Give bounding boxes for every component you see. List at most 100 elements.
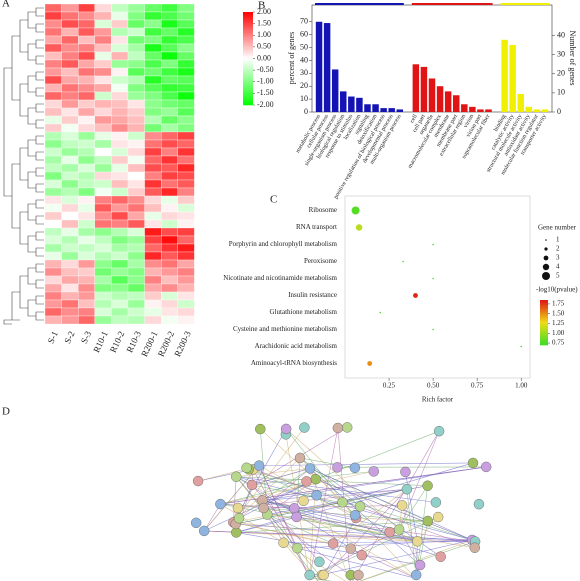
heatmap-cell	[144, 259, 162, 269]
bar	[323, 23, 331, 112]
heatmap-cell	[44, 219, 62, 229]
color-scale-label: 1.75	[552, 300, 565, 308]
heatmap-cell	[78, 315, 95, 325]
y-axis-title: percent of genes	[287, 32, 296, 84]
heatmap-cell	[78, 291, 95, 301]
heatmap-cell	[61, 11, 79, 21]
heatmap-cell	[144, 3, 162, 13]
heatmap-cell	[111, 179, 129, 189]
heatmap-cell	[161, 107, 178, 117]
heatmap-cell	[111, 211, 129, 221]
heatmap-cell	[144, 27, 162, 37]
y-tick-label: Nicotinate and nicotinamide metabolism	[223, 274, 337, 282]
color-scale-step	[243, 51, 253, 55]
network-node	[467, 457, 479, 469]
heatmap-cell	[94, 315, 112, 325]
heatmap-cell	[127, 203, 145, 213]
heatmap-cell	[94, 75, 112, 85]
heatmap-cell	[127, 51, 145, 61]
heatmap-cell	[177, 315, 195, 325]
network-node	[469, 542, 480, 553]
heatmap-cell	[78, 307, 95, 317]
heatmap-cell	[177, 179, 195, 189]
heatmap-cell	[161, 195, 178, 205]
heatmap-cell	[127, 115, 145, 125]
bar	[509, 44, 516, 113]
heatmap-cell	[94, 139, 112, 149]
heatmap-cell	[177, 299, 195, 309]
heatmap-cell	[161, 75, 178, 85]
heatmap-cell	[177, 155, 195, 165]
legend-dot	[545, 239, 547, 241]
dendrogram-branch	[35, 103, 44, 113]
y-tick-label: Ribosome	[309, 206, 337, 214]
color-scale-step	[243, 88, 253, 92]
legend-dot	[544, 247, 548, 251]
network-edge	[267, 514, 359, 581]
bar	[348, 96, 355, 112]
column-label: S-1	[46, 329, 60, 345]
heatmap-cell	[127, 267, 145, 277]
network-node	[304, 569, 315, 581]
heatmap-cell	[144, 19, 162, 29]
network-node	[231, 471, 242, 482]
heatmap-cell	[111, 139, 129, 149]
heatmap-cell	[144, 123, 162, 133]
heatmap-cell	[161, 59, 178, 69]
heatmap-cell	[177, 211, 195, 221]
heatmap-cell	[161, 275, 178, 285]
network-node	[289, 503, 300, 514]
heatmap-cell	[161, 163, 178, 173]
bar	[485, 109, 492, 112]
color-scale-label: 0.00	[257, 53, 271, 62]
color-scale-step	[243, 49, 253, 52]
heatmap-cell	[144, 243, 162, 253]
heatmap-cell	[161, 227, 178, 237]
heatmap-cell	[177, 219, 195, 229]
network-edge	[285, 428, 400, 530]
heatmap-cell	[144, 307, 162, 317]
heatmap-cell	[94, 155, 112, 165]
heatmap-cell	[78, 275, 95, 285]
heatmap-cell	[144, 67, 162, 77]
heatmap-cell	[161, 243, 178, 253]
heatmap-cell	[61, 99, 79, 109]
heatmap-cell	[161, 99, 178, 109]
bar	[315, 21, 323, 113]
heatmap-cell	[127, 11, 145, 21]
heatmap-cell	[144, 139, 162, 149]
color-scale-step	[540, 307, 548, 310]
heatmap-cell	[61, 59, 79, 69]
heatmap-cell	[61, 179, 79, 189]
dendrogram-branch	[27, 267, 36, 285]
heatmap-cell	[177, 195, 195, 205]
heatmap-cell	[177, 259, 195, 269]
bar	[331, 69, 339, 112]
heatmap-cell	[94, 163, 112, 173]
heatmap-cell	[94, 275, 112, 285]
network-node	[215, 498, 226, 510]
group-band	[315, 3, 404, 5]
heatmap-cell	[177, 35, 195, 45]
heatmap-cell	[177, 139, 195, 149]
heatmap-cell	[111, 67, 129, 77]
dendrogram-branch	[35, 311, 44, 321]
heatmap-cell	[94, 67, 112, 77]
color-scale-step	[243, 18, 253, 22]
y-tick-label: RNA transport	[296, 223, 337, 231]
heatmap-cell	[111, 3, 129, 13]
dendrogram-branch	[27, 235, 36, 253]
network-edge	[309, 468, 350, 581]
heatmap-cell	[144, 267, 162, 277]
network-edge	[309, 539, 473, 578]
heatmap-cell	[111, 11, 129, 21]
heatmap-cell	[78, 299, 95, 309]
heatmap-cell	[44, 259, 62, 269]
x-tick-label: cell	[409, 113, 419, 124]
color-scale-step	[243, 70, 253, 73]
y-tick-label: 20	[300, 81, 308, 90]
heatmap-cell	[127, 299, 145, 309]
heatmap-cell	[44, 179, 62, 189]
heatmap-cell	[94, 123, 112, 133]
